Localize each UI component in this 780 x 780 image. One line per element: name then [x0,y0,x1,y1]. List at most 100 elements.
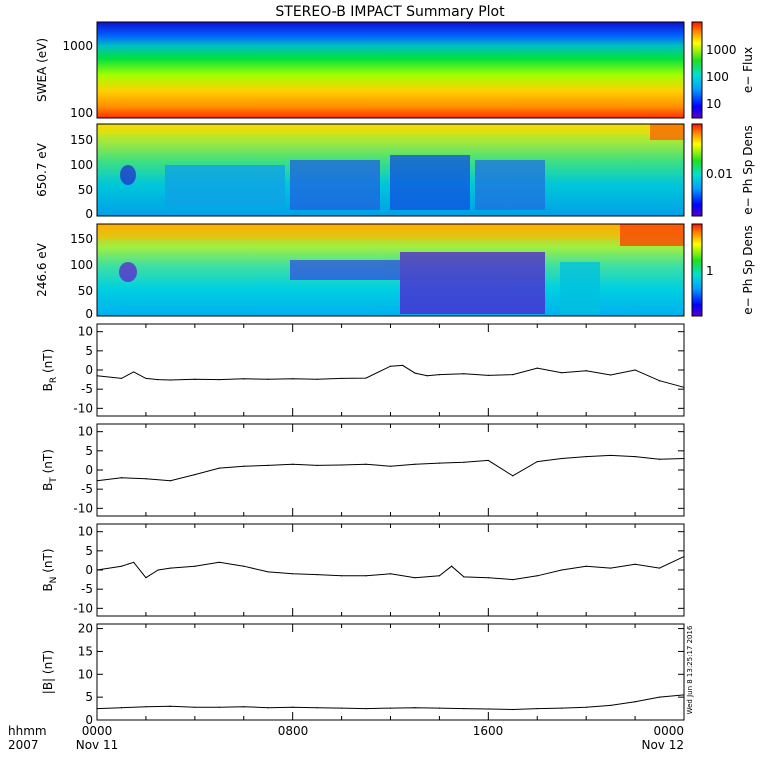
btotal-data-point [194,706,196,708]
br-data-point [243,378,245,380]
bt-ytick-label: 0 [85,463,93,477]
swea-spectrogram: SWEA (eV) 1000 100 1000 100 10 e− Flux [35,21,755,120]
btotal-data-point [487,708,489,710]
btotal-data-point [340,707,343,709]
br-ytick-label: -5 [81,382,93,396]
bt-ylabel-main: B [41,483,55,491]
time-tick-1: 0800 [278,724,309,738]
bn-ylabel-sub: N [49,577,59,584]
pad-650-cbar-label: e− Ph Sp Dens [741,125,755,214]
btotal-data-point [438,707,441,709]
bn-data-point [634,563,636,565]
pad-246-ylabel: 246.6 eV [35,242,49,297]
bn-data-point [658,567,661,569]
year-label: 2007 [8,738,39,752]
br-data-point [402,364,404,366]
bt-panel: 10 5 0 -5 -10 BT (nT) [41,423,685,517]
bn-frame [96,523,685,617]
br-data-point [585,370,587,372]
btotal-data-point [634,701,636,703]
time-tick-3: 0000 [653,724,684,738]
bn-data-point [169,567,171,569]
bt-data-point [512,475,514,477]
btotal-data-point [169,705,171,707]
bn-data-point [120,565,123,567]
btotal-data-point [610,704,612,706]
br-data-point [292,378,294,380]
br-data-point [438,374,441,376]
bn-data-point [451,565,453,567]
bn-series-line [96,556,685,581]
btotal-ytick-label: 0 [85,713,93,727]
bn-data-point [389,573,392,575]
pad-650-ytick-0: 0 [85,207,93,221]
br-frame [96,323,685,417]
btotal-data-point [365,707,367,710]
bn-data-point [610,567,612,569]
br-data-point [683,386,685,388]
br-data-point [96,375,98,377]
btotal-data-point [536,707,538,710]
pad-246-ytick-100: 100 [70,258,93,272]
br-data-point [414,372,416,374]
btotal-data-point [585,706,587,708]
bt-data-point [120,477,123,479]
time-tick-0: 0000 [82,724,113,738]
bt-data-point [683,457,685,460]
btotal-data-point [292,706,294,708]
bt-ytick-label: 5 [85,444,93,458]
br-ytick-label: -10 [73,401,93,415]
br-ytick-label: 5 [85,344,93,358]
bt-data-point [658,458,661,460]
btotal-panel: 20 15 10 5 0 |B| (nT) [41,622,685,727]
br-data-point [316,378,318,380]
bn-ytick-label: 0 [85,563,93,577]
bt-data-point [610,454,612,457]
bt-data-point [585,455,587,458]
bn-ytick-label: 10 [78,525,93,539]
bt-data-point [145,478,147,480]
pad-650-ytick-100: 100 [70,158,93,172]
br-data-point [267,378,269,380]
swea-cbar-label: e− Flux [741,47,755,93]
bn-data-point [512,578,514,581]
bt-data-point [218,467,220,469]
pad-246-ytick-0: 0 [85,307,93,321]
stamp-text: Wed Jun 8 13:25:17 2016 [686,625,694,714]
bn-ytick-label: -5 [81,582,93,596]
bn-data-point [194,565,196,567]
bn-data-point [487,577,489,579]
btotal-data-point [243,706,245,708]
bt-data-point [194,474,196,476]
swea-ytick-100: 100 [70,106,93,120]
br-data-point [561,372,563,374]
br-data-point [157,378,159,381]
date-tick-0: Nov 11 [76,738,119,752]
bn-ytick-label: -10 [73,601,93,615]
bt-data-point [536,460,538,463]
btotal-frame [96,623,685,721]
bt-ylabel-sub: T [49,477,59,484]
pad-246-colorbar [691,223,703,317]
pad-650-features [97,124,684,210]
br-data-point [194,378,196,380]
br-data-point [426,375,428,377]
btotal-ytick-label: 10 [78,667,93,681]
bn-ylabel-unit: (nT) [41,548,55,576]
pad-650-ytick-50: 50 [78,183,93,197]
bt-ylabel-unit: (nT) [41,449,55,477]
pad-246-cbar-label: e− Ph Sp Dens [741,225,755,314]
bt-ytick-label: 10 [78,425,93,439]
swea-ylabel: SWEA (eV) [35,38,49,102]
bn-ytick-label: 5 [85,544,93,558]
bn-ylabel: BN (nT) [41,548,59,591]
br-panel: 10 5 0 -5 -10 BR (nT) [41,323,685,417]
btotal-data-point [316,707,318,709]
pad-650-spectrogram: 650.7 eV 150 100 50 0 0.01 e− Ph Sp Dens [35,123,755,221]
br-data-point [634,369,636,371]
bt-data-point [487,459,489,462]
pad-650-ytick-150: 150 [70,133,93,147]
bt-data-point [438,462,441,464]
bn-data-point [365,575,367,577]
